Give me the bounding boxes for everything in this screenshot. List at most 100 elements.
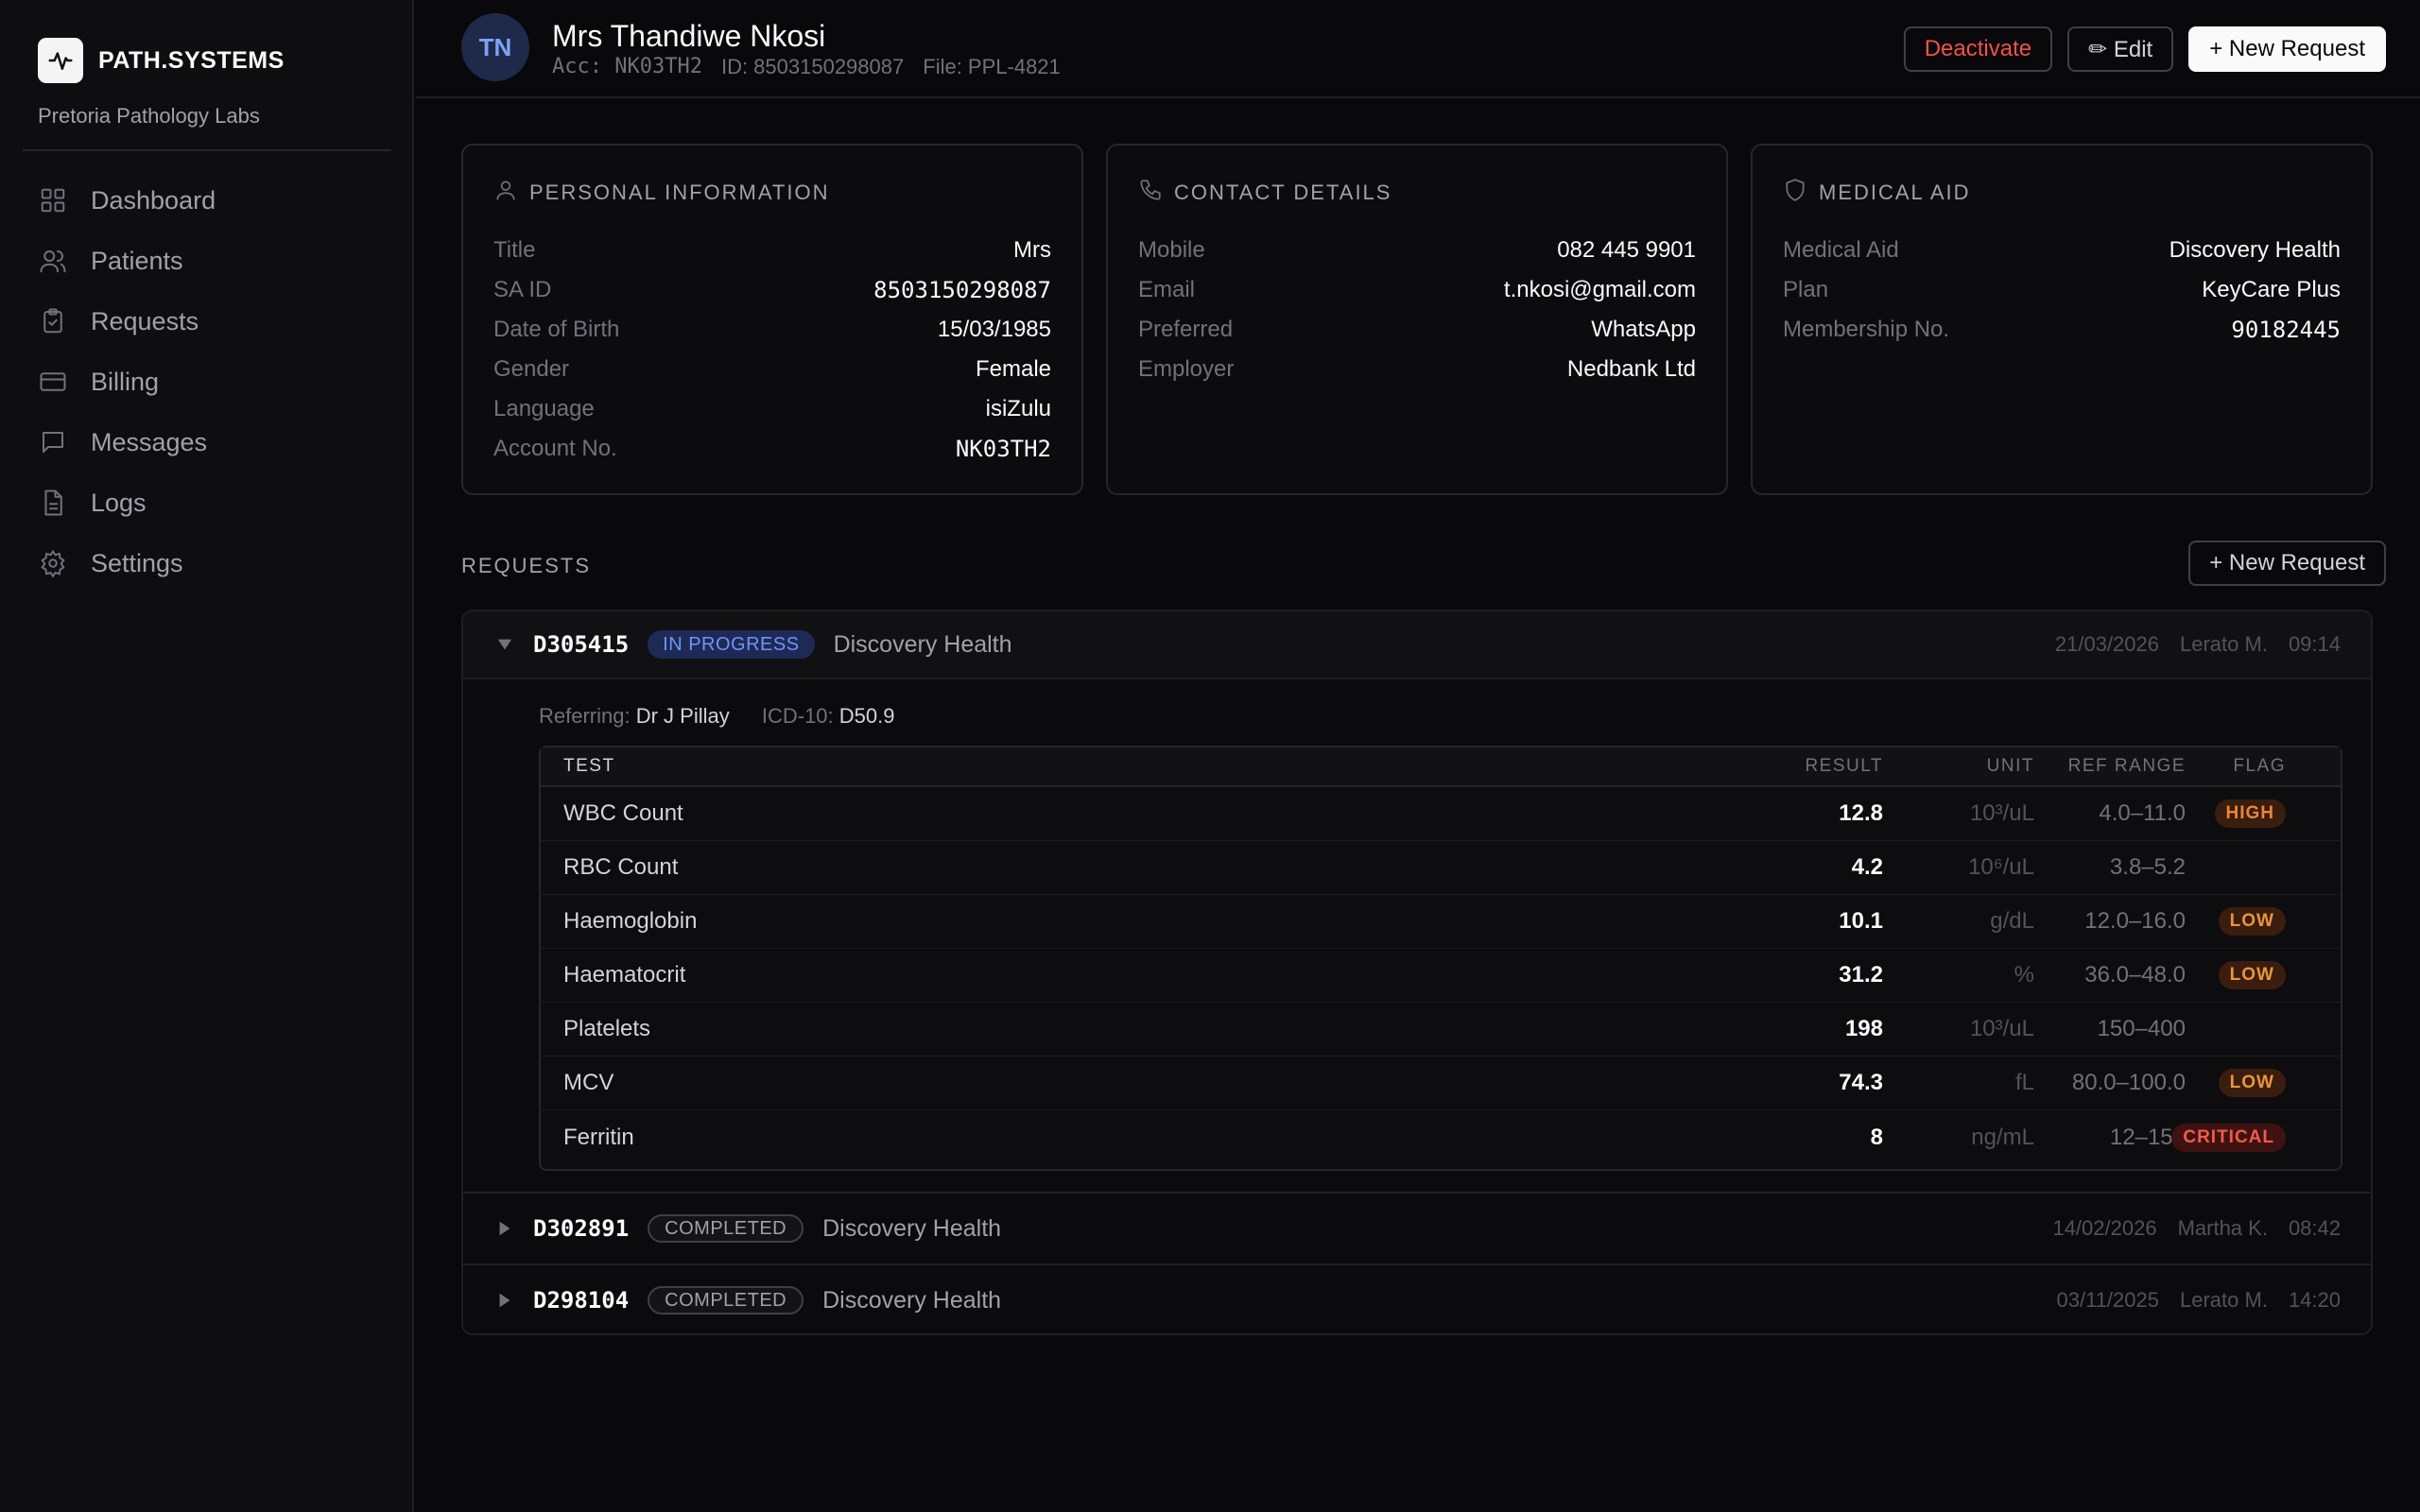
column-header-result[interactable]: RESULT [1805, 756, 1883, 776]
test-result: 4.2 [1851, 854, 1883, 880]
test-ref-range: 4.0–11.0 [2099, 800, 2186, 826]
field-title: Title Mrs [493, 231, 1051, 270]
page-title: Mrs Thandiwe Nkosi [552, 19, 826, 53]
request-meta: 14/02/2026 Martha K. 08:42 [2052, 1216, 2341, 1241]
field-preferred: Preferred WhatsApp [1138, 310, 1696, 350]
field-gender: Gender Female [493, 350, 1051, 389]
request-meta: 21/03/2026 Lerato M. 09:14 [2055, 632, 2341, 657]
request-row[interactable]: D298104 COMPLETED Discovery Health 03/11… [463, 1263, 2371, 1333]
pulse-logo-icon [38, 38, 83, 83]
table-row[interactable]: Ferritin 8 ng/mL 12–150 CRITICAL [541, 1110, 2341, 1164]
table-row[interactable]: MCV 74.3 fL 80.0–100.0 LOW [541, 1057, 2341, 1110]
test-unit: ng/mL [1971, 1124, 2034, 1150]
sidebar-item-dashboard[interactable]: Dashboard [38, 170, 216, 231]
field-medical-aid: Medical Aid Discovery Health [1783, 231, 2341, 270]
test-result: 198 [1844, 1016, 1883, 1041]
medical-aid-card: MEDICAL AID Medical Aid Discovery Health … [1751, 144, 2373, 495]
table-row[interactable]: Platelets 198 10³/uL 150–400 [541, 1003, 2341, 1057]
column-header-ref[interactable]: REF RANGE [2067, 756, 2186, 776]
test-name: WBC Count [563, 800, 683, 826]
medical-aid-rows: Medical Aid Discovery Health Plan KeyCare … [1783, 231, 2341, 350]
shield-icon [1783, 178, 1807, 207]
card-header: MEDICAL AID [1783, 178, 1971, 207]
chevron-right-icon[interactable] [493, 1289, 516, 1312]
field-account: Account No. NK03TH2 [493, 429, 1051, 469]
flag-badge: LOW [2218, 1069, 2286, 1097]
field-value: isiZulu [985, 396, 1051, 421]
sidebar-divider [23, 149, 391, 151]
test-ref-range: 12.0–16.0 [2084, 908, 2186, 934]
sidebar-item-label: Patients [91, 246, 183, 275]
test-unit: fL [2014, 1070, 2034, 1095]
request-time: 14:20 [2288, 1288, 2341, 1312]
request-time: 08:42 [2288, 1216, 2341, 1240]
chevron-down-icon[interactable] [493, 633, 516, 656]
request-date: 03/11/2025 [2056, 1288, 2159, 1312]
field-label: Title [493, 237, 536, 263]
sidebar-item-settings[interactable]: Settings [38, 533, 216, 593]
sidebar-item-label: Dashboard [91, 185, 216, 215]
field-value: 8503150298087 [873, 277, 1051, 303]
phone-icon [1138, 178, 1163, 207]
table-row[interactable]: WBC Count 12.8 10³/uL 4.0–11.0 HIGH [541, 787, 2341, 841]
chevron-right-icon[interactable] [493, 1217, 516, 1240]
request-row-expanded[interactable]: D305415 IN PROGRESS Discovery Health 21/… [463, 611, 2371, 679]
request-id: D298104 [533, 1287, 630, 1314]
table-row[interactable]: RBC Count 4.2 10⁶/uL 3.8–5.2 [541, 841, 2341, 895]
test-unit: 10³/uL [1969, 800, 2034, 826]
field-mobile: Mobile 082 445 9901 [1138, 231, 1696, 270]
deactivate-button[interactable]: Deactivate [1903, 26, 2053, 72]
sidebar-item-patients[interactable]: Patients [38, 231, 216, 291]
org-name: Pretoria Pathology Labs [38, 104, 260, 128]
field-value: Mrs [1013, 237, 1051, 263]
request-meta: 03/11/2025 Lerato M. 14:20 [2057, 1288, 2341, 1313]
flag-badge: CRITICAL [2171, 1123, 2286, 1152]
field-sa-id: SA ID 8503150298087 [493, 270, 1051, 310]
field-label: Mobile [1138, 237, 1205, 263]
contact-details-card: CONTACT DETAILS Mobile 082 445 9901 Email… [1106, 144, 1728, 495]
column-header-test[interactable]: TEST [563, 756, 615, 776]
test-result: 8 [1870, 1124, 1883, 1150]
test-unit: g/dL [1990, 908, 2034, 934]
request-medical-aid: Discovery Health [833, 630, 1012, 658]
request-user: Lerato M. [2180, 1288, 2268, 1312]
table-row[interactable]: Haemoglobin 10.1 g/dL 12.0–16.0 LOW [541, 895, 2341, 949]
sidebar-item-requests[interactable]: Requests [38, 291, 216, 352]
new-request-button-secondary[interactable]: + New Request [2188, 541, 2386, 586]
test-name: MCV [563, 1070, 614, 1095]
request-row[interactable]: D302891 COMPLETED Discovery Health 14/02… [463, 1192, 2371, 1263]
field-label: Date of Birth [493, 317, 620, 342]
card-header: CONTACT DETAILS [1138, 178, 1392, 207]
file-number: File: PPL-4821 [923, 55, 1061, 78]
table-row[interactable]: Haematocrit 31.2 % 36.0–48.0 LOW [541, 949, 2341, 1003]
card-icon [38, 367, 68, 397]
test-ref-range: 12–150 [2109, 1124, 2186, 1150]
brand[interactable]: PATH.SYSTEMS [38, 38, 285, 83]
patient-header: TN Mrs Thandiwe Nkosi Acc: NK03TH2 ID: 8… [416, 0, 2420, 98]
sidebar-item-logs[interactable]: Logs [38, 472, 216, 533]
new-request-button[interactable]: + New Request [2188, 26, 2386, 72]
request-medical-aid: Discovery Health [822, 1286, 1002, 1314]
gear-icon [38, 548, 68, 578]
referring-doctor: Dr J Pillay [635, 704, 730, 728]
sidebar-item-billing[interactable]: Billing [38, 352, 216, 412]
sidebar-item-messages[interactable]: Messages [38, 412, 216, 472]
test-name: Platelets [563, 1016, 651, 1041]
column-header-flag[interactable]: FLAG [2233, 756, 2286, 776]
user-icon [493, 178, 518, 207]
request-medical-aid: Discovery Health [822, 1214, 1002, 1242]
icd-code: D50.9 [838, 704, 895, 728]
file-icon [38, 488, 68, 518]
test-result: 12.8 [1839, 800, 1883, 826]
request-date: 14/02/2026 [2052, 1216, 2157, 1240]
field-value: 15/03/1985 [937, 317, 1051, 342]
card-title: MEDICAL AID [1819, 180, 1971, 204]
clipboard-icon [38, 306, 68, 336]
test-result: 31.2 [1839, 962, 1883, 988]
test-ref-range: 36.0–48.0 [2084, 962, 2186, 988]
test-result: 74.3 [1839, 1070, 1883, 1095]
column-header-unit[interactable]: UNIT [1986, 756, 2034, 776]
header-actions: Deactivate ✏ Edit + New Request [1903, 26, 2386, 72]
field-plan: Plan KeyCare Plus [1783, 270, 2341, 310]
edit-button[interactable]: ✏ Edit [2067, 26, 2174, 72]
